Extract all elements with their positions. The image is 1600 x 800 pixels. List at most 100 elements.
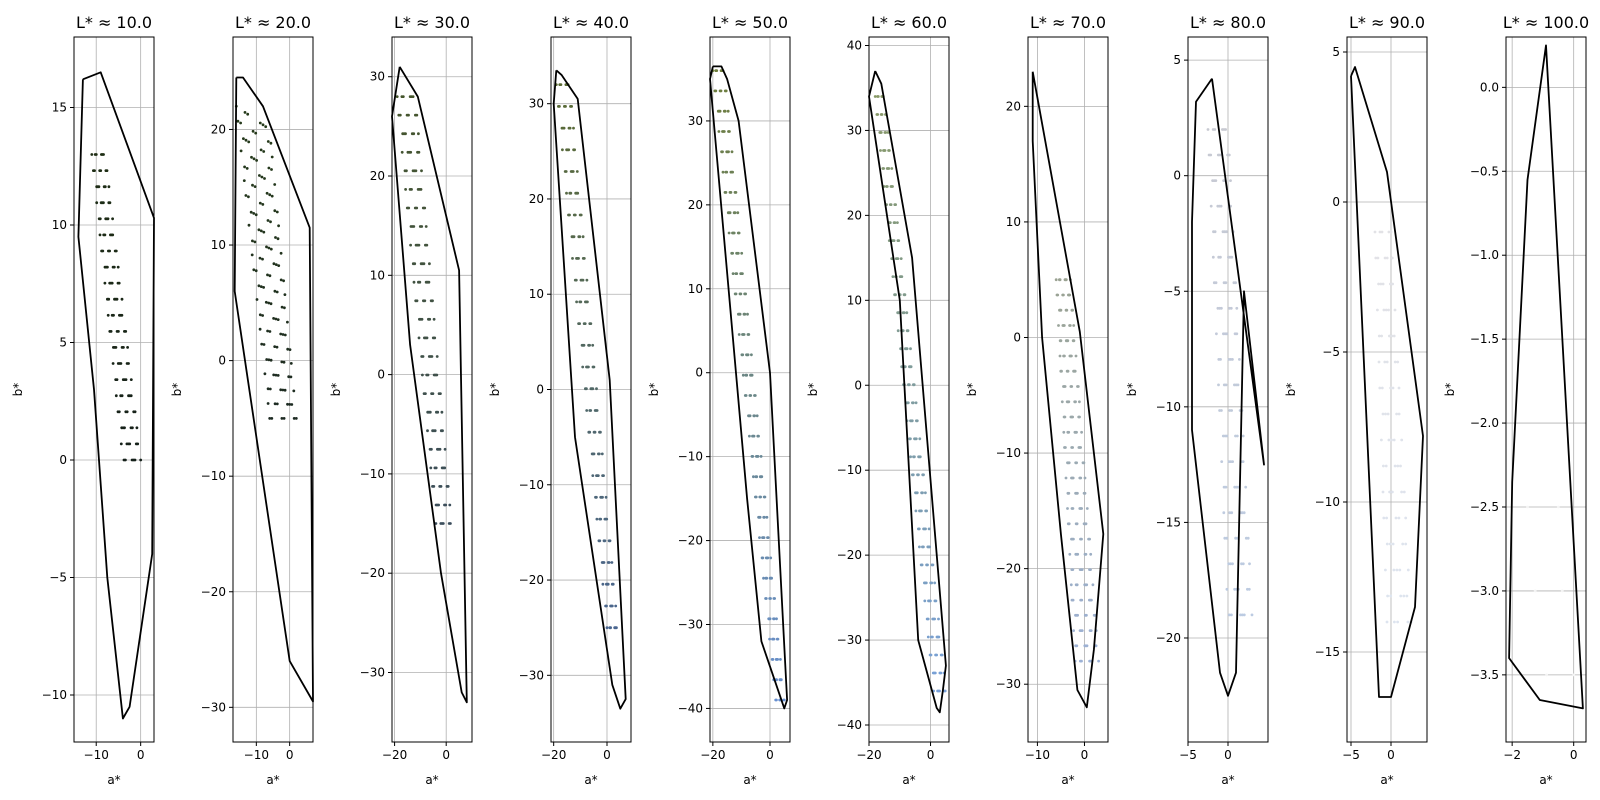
data-point [938,689,941,693]
data-point [1080,598,1084,602]
data-point [1071,568,1075,571]
data-point [1064,446,1067,449]
data-point [413,262,417,266]
data-point [768,637,771,641]
y-tick-label: −10 [42,688,67,702]
data-point [409,243,412,247]
y-tick-label: 0 [218,354,226,368]
data-point [1066,369,1070,373]
subplot-8: −5 0 −20 −15 −10 −5 0 5 L* ≈ 80.0 a* b* [1125,13,1269,787]
data-point [1091,583,1095,587]
subplot-3: −20 0 −30 −20 −10 0 10 20 30 L* ≈ 30.0 a* b* [329,13,473,787]
data-point [917,473,920,477]
y-tick-label: 30 [529,97,544,111]
data-point [268,193,272,197]
data-point [269,358,273,362]
data-point [1056,293,1060,297]
scatter-points [554,83,618,630]
axes-frame [709,36,791,743]
data-point [94,153,98,156]
data-point [1085,507,1089,510]
data-point [1400,490,1403,494]
data-point [244,138,248,142]
data-point [425,336,429,340]
data-point [1395,568,1399,572]
data-point [914,437,918,441]
data-point [433,336,437,340]
y-tick-label: −2.5 [1470,500,1499,514]
data-point [1385,360,1389,364]
data-point [588,430,592,434]
data-point [1386,412,1390,416]
data-point [274,317,278,321]
data-point [761,556,765,560]
data-point [1389,230,1393,234]
y-tick-label: 0 [1332,195,1340,209]
y-tick-label: −10 [360,467,385,481]
axes-frame [868,36,950,743]
data-point [254,269,258,273]
data-point [605,626,609,630]
data-point [282,417,286,420]
data-point [236,119,240,123]
data-point [1396,360,1400,364]
data-point [1397,386,1401,390]
data-point [759,455,763,458]
data-point [239,121,243,125]
data-point [1402,594,1406,598]
data-point [731,170,734,174]
data-point [106,217,110,221]
data-point [889,203,893,207]
gamut-hull-line [1191,78,1265,697]
data-point [1241,460,1245,463]
x-axis-label: a* [584,773,597,787]
data-point [1215,332,1218,336]
data-point [273,345,277,348]
data-point [253,240,257,244]
data-point [262,286,265,289]
data-point [268,417,272,420]
data-point [273,209,277,213]
data-point [1526,505,1529,509]
data-point [267,246,271,250]
data-point [428,410,432,414]
y-tick-label: −30 [201,700,226,714]
data-point [1059,308,1063,312]
data-point [723,109,727,113]
data-point [275,290,279,294]
data-point [758,515,762,519]
data-point [1213,128,1217,131]
data-point [1388,490,1391,494]
y-axis-label: b* [965,383,979,397]
data-point [591,387,595,391]
x-axis-label: a* [107,773,120,787]
data-point [595,409,599,412]
data-point [1076,613,1079,617]
data-point [769,556,773,560]
data-point [292,389,296,393]
data-point [776,658,779,661]
scatter-points [1206,128,1254,617]
data-point [915,491,919,495]
data-point [1058,278,1062,282]
data-point [441,522,445,525]
data-point [282,360,286,364]
data-point [276,374,280,377]
data-point [423,299,427,303]
data-point [572,126,575,130]
data-point [746,312,749,316]
data-point [294,417,298,420]
data-point [757,434,760,438]
data-point [876,95,880,98]
data-point [1390,438,1393,442]
data-point [135,426,139,430]
y-tick-label: 5 [59,336,67,350]
data-point [743,312,747,316]
data-point [725,170,729,174]
data-point [933,581,937,585]
data-point [576,191,580,195]
data-point [279,251,283,255]
data-point [276,237,280,241]
y-tick-label: −10 [996,446,1021,460]
data-point [1062,430,1066,434]
